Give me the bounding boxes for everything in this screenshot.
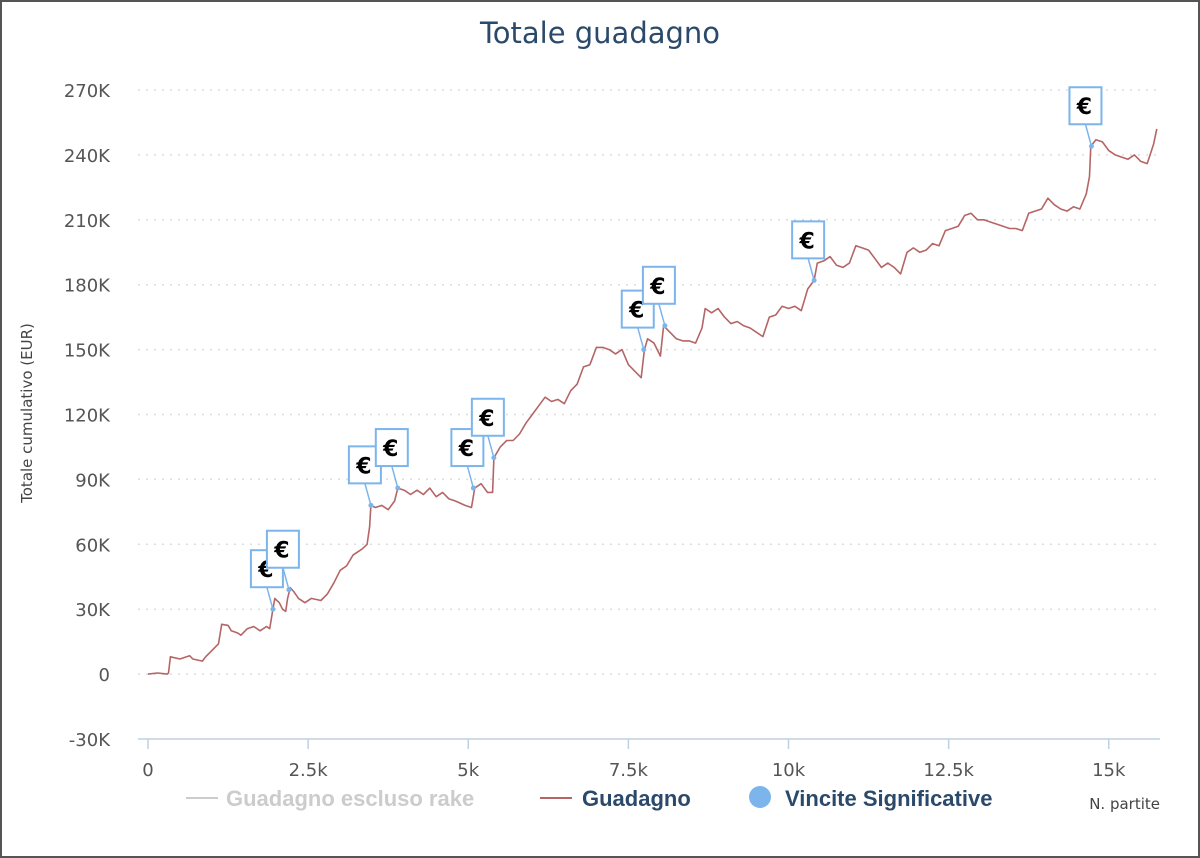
flag-connector xyxy=(658,303,666,327)
flag-connector xyxy=(637,327,645,350)
flag-layer[interactable]: €€€€ €€€€€€ xyxy=(249,86,1103,612)
y-axis-label: Totale cumulativo (EUR) xyxy=(18,323,36,504)
series-line-guadagno xyxy=(147,128,1158,675)
legend-item-guadagno-escluso-rake[interactable]: Guadagno escluso rake xyxy=(186,786,474,811)
y-tick-label: 0 xyxy=(99,665,110,686)
y-tick-label: 90K xyxy=(75,470,111,491)
flag-box xyxy=(641,265,676,305)
x-tick-label: 15k xyxy=(1092,760,1126,781)
x-tick-label: 2.5k xyxy=(289,760,329,781)
euro-icon: € xyxy=(1076,95,1092,120)
significant-win-point xyxy=(662,323,668,329)
significant-win-flag[interactable]: € xyxy=(641,265,676,329)
flag-box xyxy=(1068,86,1103,126)
legend-label-guadagno: Guadagno xyxy=(582,786,691,811)
grid-layer xyxy=(138,89,1160,675)
flag-box xyxy=(620,289,655,329)
x-tick-label: 0 xyxy=(142,760,153,781)
significant-win-point xyxy=(395,485,401,491)
significant-win-point xyxy=(368,502,374,508)
y-tick-label: 30K xyxy=(75,600,111,621)
x-axis-label: N. partite xyxy=(1089,795,1160,813)
y-tick-label: 270K xyxy=(64,81,111,102)
significant-win-point xyxy=(270,606,276,612)
axis-layer: -30K 0 30K 60K 90K 120K 150K 180K 210K 240K 270K 0 2… xyxy=(64,81,1160,781)
y-tick-label: 180K xyxy=(64,276,111,297)
y-tick-label: 120K xyxy=(64,406,111,427)
significant-win-flag[interactable]: € xyxy=(470,397,505,461)
significant-win-point xyxy=(811,277,817,283)
flag-box xyxy=(265,529,300,569)
flag-box xyxy=(470,397,505,437)
significant-win-flag[interactable]: € xyxy=(620,289,655,353)
euro-icon: € xyxy=(355,454,371,479)
y-tick-label: -30K xyxy=(69,730,111,751)
flag-connector xyxy=(466,465,475,489)
significant-win-point xyxy=(641,347,647,353)
significant-win-point xyxy=(286,587,292,593)
x-tick-label: 10k xyxy=(772,760,806,781)
y-tick-label: 240K xyxy=(64,146,111,167)
y-tick-label: 210K xyxy=(64,211,111,232)
legend-item-guadagno[interactable]: Guadagno xyxy=(540,786,691,811)
significant-win-flag[interactable]: € xyxy=(374,428,409,491)
euro-icon: € xyxy=(798,229,814,254)
flag-connector xyxy=(1084,124,1093,147)
euro-icon: € xyxy=(382,437,398,462)
significant-win-point xyxy=(470,485,476,491)
euro-icon: € xyxy=(649,275,665,300)
x-tick-label: 5k xyxy=(457,760,479,781)
flag-connector xyxy=(282,567,290,590)
significant-win-flag[interactable]: € xyxy=(1068,86,1103,149)
flag-connector xyxy=(807,258,815,281)
legend-label-guadagno-escluso-rake: Guadagno escluso rake xyxy=(226,786,474,811)
x-tick-label: 12.5k xyxy=(923,760,974,781)
euro-icon: € xyxy=(478,407,494,432)
euro-icon: € xyxy=(458,437,474,462)
flag-connector xyxy=(487,435,495,458)
euro-icon: € xyxy=(628,299,644,324)
significant-win-point xyxy=(491,455,497,461)
legend-item-vincite-significative[interactable]: Vincite Significative xyxy=(749,786,992,811)
flag-connector xyxy=(391,465,399,489)
flag-box xyxy=(791,220,826,260)
flag-box xyxy=(374,428,409,468)
significant-win-flag[interactable]: € xyxy=(791,220,826,283)
flag-connector xyxy=(266,587,274,610)
significant-win-point xyxy=(1088,143,1094,149)
significant-win-flag[interactable]: € xyxy=(265,529,300,593)
legend-label-vincite-significative: Vincite Significative xyxy=(785,786,992,811)
series-layer xyxy=(147,128,1158,675)
y-tick-label: 60K xyxy=(75,535,111,556)
significant-win-flag[interactable]: € xyxy=(450,428,485,491)
legend: Guadagno escluso rake Guadagno Vincite S… xyxy=(186,786,992,811)
euro-icon: € xyxy=(273,539,289,564)
y-tick-label: 150K xyxy=(64,341,111,362)
chart-title: Totale guadagno xyxy=(479,16,720,50)
flag-box xyxy=(450,428,485,468)
x-tick-label: 7.5k xyxy=(609,760,649,781)
flag-connector xyxy=(364,483,372,506)
legend-marker-vincite-significative xyxy=(749,786,771,808)
